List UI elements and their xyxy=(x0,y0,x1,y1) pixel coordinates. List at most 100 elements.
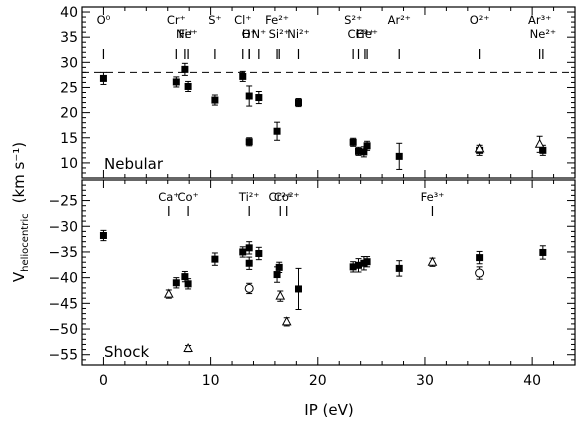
ion-label: Cr²⁺ xyxy=(269,190,292,204)
data-point-square xyxy=(211,96,219,104)
data-point-square xyxy=(294,99,302,107)
y-tick-label: −30 xyxy=(48,219,78,235)
data-point-square xyxy=(395,152,403,160)
ion-label: Ne²⁺ xyxy=(530,27,556,41)
panel-label: Shock xyxy=(104,343,149,361)
ion-label: Co⁺ xyxy=(178,190,199,204)
ion-label: H⁺ xyxy=(242,27,257,41)
data-point-square xyxy=(239,248,247,256)
data-point-square xyxy=(211,255,219,263)
data-point-circle xyxy=(244,283,254,293)
data-point-square xyxy=(476,254,484,262)
ion-label: Fe³⁺ xyxy=(421,190,445,204)
data-point-square xyxy=(99,74,107,82)
svg-text:Vheliocentric(km s⁻¹): Vheliocentric (km s⁻¹) xyxy=(10,142,31,282)
nebular-panel: 10 15 20 25 30 35 40 O⁰ Cr⁺Ni⁺Fe⁺ S⁺ Cl⁺O⁺H⁺N⁺Fe²⁺… xyxy=(60,5,576,179)
data-point-square xyxy=(245,244,253,252)
data-point-square xyxy=(184,280,192,288)
data-point-square xyxy=(172,279,180,287)
ion-label: Si²⁺ xyxy=(269,27,290,41)
data-point-triangle xyxy=(427,256,438,266)
y-tick-label: 40 xyxy=(60,5,78,21)
ion-label: O²⁺ xyxy=(470,13,490,27)
data-point-triangle xyxy=(275,290,286,300)
data-point-square xyxy=(539,146,547,154)
data-point-square xyxy=(355,261,363,269)
ion-label: S²⁺ xyxy=(344,13,362,27)
y-tick-label: 20 xyxy=(60,106,78,122)
data-point-square xyxy=(273,271,281,279)
data-point-triangle xyxy=(183,342,193,353)
y-tick-label: −45 xyxy=(48,296,78,312)
plot-frame xyxy=(81,6,576,179)
shared-axes: IP (eV) Vheliocentric (km s⁻¹) xyxy=(10,142,354,419)
data-point-square xyxy=(245,138,253,146)
ion-label: Ni⁺ xyxy=(176,27,194,41)
data-point-square xyxy=(239,72,247,80)
data-point-square xyxy=(273,127,281,135)
y-tick-label: −40 xyxy=(48,271,78,287)
data-point-square xyxy=(360,148,368,156)
x-tick-label: 40 xyxy=(523,373,541,389)
y-tick-label: −25 xyxy=(48,194,78,210)
ion-label: O⁺ xyxy=(242,27,257,41)
shock-panel: −55 −50 −45 −40 −35 −30 −25 0 10 20 30 40 Ca⁺Co⁺ Ti²⁺… xyxy=(48,179,576,389)
x-tick-label: 0 xyxy=(99,373,108,389)
data-point-square xyxy=(99,232,107,239)
y-tick-label: −35 xyxy=(48,245,78,261)
y-tick-label: −50 xyxy=(48,322,78,338)
ion-label: Ar²⁺ xyxy=(388,13,411,27)
data-point-square xyxy=(255,249,263,257)
ion-label: Cl⁺ xyxy=(234,13,251,27)
y-axis-title: Vheliocentric (km s⁻¹) xyxy=(10,142,31,282)
data-point-square xyxy=(181,273,189,281)
y-tick-label: 15 xyxy=(60,131,78,147)
x-tick-label: 20 xyxy=(309,373,327,389)
ion-label: Fe⁺ xyxy=(179,27,198,41)
ion-label: Ti²⁺ xyxy=(238,190,260,204)
y-axis-title-main: V xyxy=(10,271,28,282)
data-point-square xyxy=(245,92,253,100)
data-point-square xyxy=(245,259,253,267)
ion-label: O⁰ xyxy=(97,13,111,27)
ion-label: C²⁺ xyxy=(356,27,375,41)
y-tick-label: 10 xyxy=(60,156,78,172)
ion-label: Ca⁺ xyxy=(158,190,179,204)
y-tick-label: 30 xyxy=(60,55,78,71)
y-axis-title-sub: heliocentric xyxy=(20,213,31,271)
ion-label: Fe²⁺ xyxy=(265,13,289,27)
data-point-square xyxy=(539,248,547,256)
ion-label: N⁺ xyxy=(251,27,266,41)
data-point-triangle xyxy=(281,316,292,326)
ion-label: Ni²⁺ xyxy=(287,27,309,41)
y-tick-label: 35 xyxy=(60,30,78,46)
data-point-square xyxy=(184,82,192,90)
data-point-square xyxy=(181,65,189,73)
ion-label: He⁺ xyxy=(356,27,378,41)
y-tick-label: −55 xyxy=(48,348,78,364)
y-tick-label: 25 xyxy=(60,80,78,96)
data-point-square xyxy=(395,264,403,272)
x-tick-label: 30 xyxy=(416,373,434,389)
data-point-triangle xyxy=(534,138,545,148)
y-axis-title-units: (km s⁻¹) xyxy=(10,142,28,204)
ion-label: S⁺ xyxy=(208,13,221,27)
plot-frame xyxy=(81,179,576,366)
ion-label: Cr⁺ xyxy=(167,13,186,27)
data-point-square xyxy=(349,263,357,271)
data-point-square xyxy=(275,263,283,271)
data-point-square xyxy=(294,285,302,293)
data-point-triangle xyxy=(163,288,174,298)
data-point-square xyxy=(349,138,357,146)
data-point-square xyxy=(172,78,180,86)
data-point-square xyxy=(363,258,371,266)
ion-label: Co²⁺ xyxy=(274,190,300,204)
ion-label: Ar³⁺ xyxy=(528,13,551,27)
x-axis-title: IP (eV) xyxy=(304,401,353,419)
data-point-square xyxy=(363,142,371,150)
data-point-square xyxy=(355,147,363,155)
data-point-circle xyxy=(475,268,485,278)
panel-label: Nebular xyxy=(104,155,164,173)
data-point-triangle xyxy=(474,143,485,153)
